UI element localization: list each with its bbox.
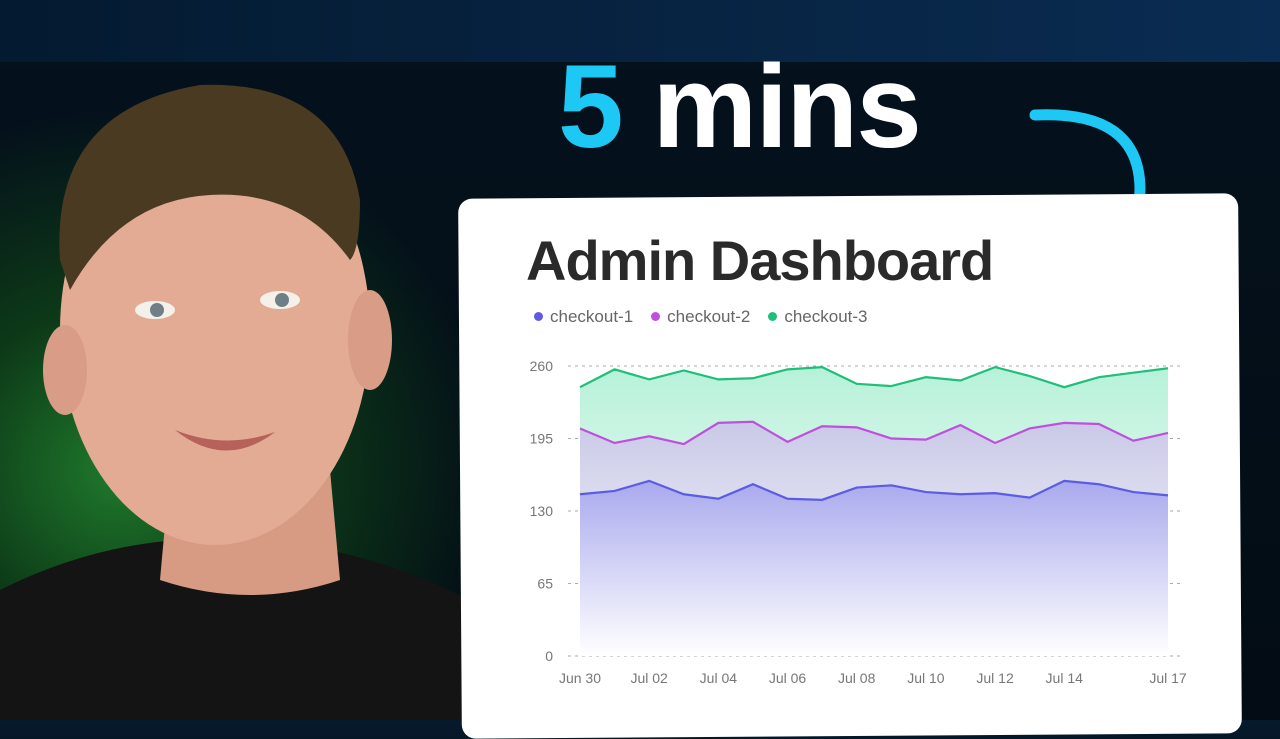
x-tick-label: Jul 14 — [1046, 670, 1084, 686]
x-tick-label: Jul 02 — [630, 670, 668, 686]
x-tick-label: Jun 30 — [559, 670, 601, 686]
x-tick-label: Jul 12 — [976, 670, 1014, 686]
x-tick-label: Jul 08 — [838, 670, 876, 686]
area-checkout-1 — [580, 481, 1168, 656]
y-tick-label: 260 — [530, 358, 554, 374]
stacked-area-chart: 0 65 130 195 260 Jun 30 Jul 02 Jul 04 Jul 06 Jul … — [0, 0, 1280, 720]
x-tick-label: Jul 04 — [700, 670, 738, 686]
x-tick-label: Jul 06 — [769, 670, 807, 686]
y-tick-label: 65 — [537, 576, 553, 592]
y-tick-label: 130 — [530, 503, 554, 519]
x-tick-label: Jul 10 — [907, 670, 945, 686]
x-tick-label: Jul 17 — [1149, 670, 1187, 686]
y-tick-label: 195 — [530, 431, 554, 447]
y-tick-label: 0 — [545, 648, 553, 664]
